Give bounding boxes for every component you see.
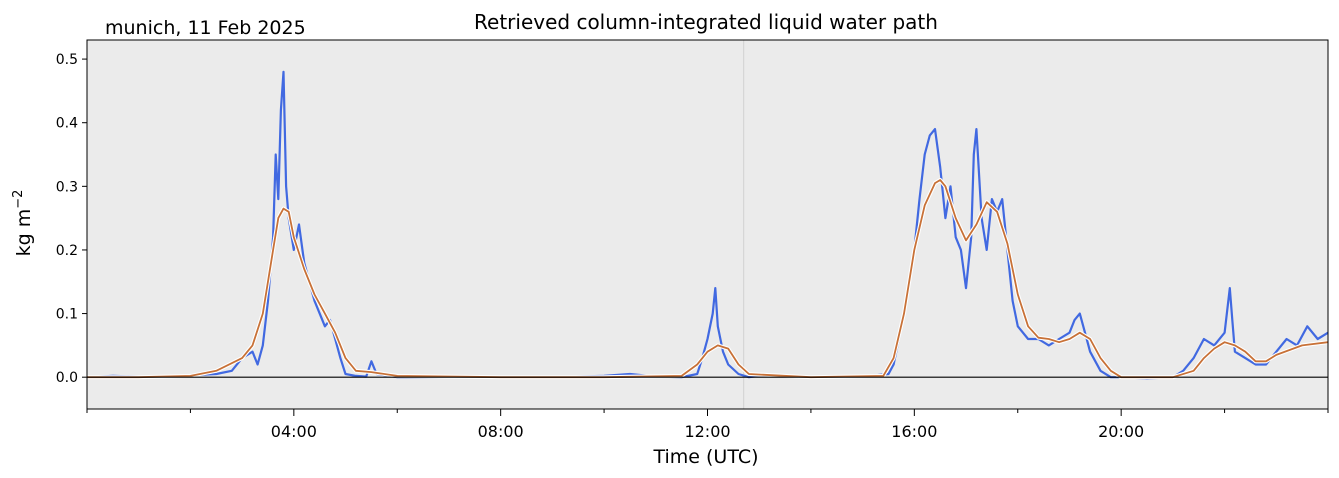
x-tick-label: 08:00 (478, 422, 524, 441)
x-tick-label: 04:00 (271, 422, 317, 441)
x-axis-label: Time (UTC) (652, 446, 758, 468)
x-axis-ticks: 04:00 08:00 12:00 16:00 20:00 (86, 409, 1329, 441)
x-tick-label: 16:00 (891, 422, 937, 441)
y-tick-label: 0.2 (56, 243, 78, 259)
location-date-label: munich, 11 Feb 2025 (105, 17, 306, 39)
y-tick-label: 0.0 (56, 370, 78, 386)
y-axis-label-base: kg m (13, 209, 35, 257)
y-axis-label: kg m−2 (11, 190, 35, 257)
x-tick-label: 12:00 (684, 422, 730, 441)
y-tick-label: 0.1 (56, 307, 78, 323)
y-tick-label: 0.3 (56, 179, 78, 195)
y-tick-label: 0.4 (56, 116, 78, 132)
plot-background (87, 40, 1328, 409)
x-tick-label: 20:00 (1098, 422, 1144, 441)
y-axis-label-exponent: −2 (11, 190, 26, 209)
y-tick-label: 0.5 (56, 52, 78, 68)
chart-title: Retrieved column-integrated liquid water… (474, 10, 938, 34)
y-axis-ticks: 0.0 0.1 0.2 0.3 0.4 0.5 (56, 52, 87, 386)
